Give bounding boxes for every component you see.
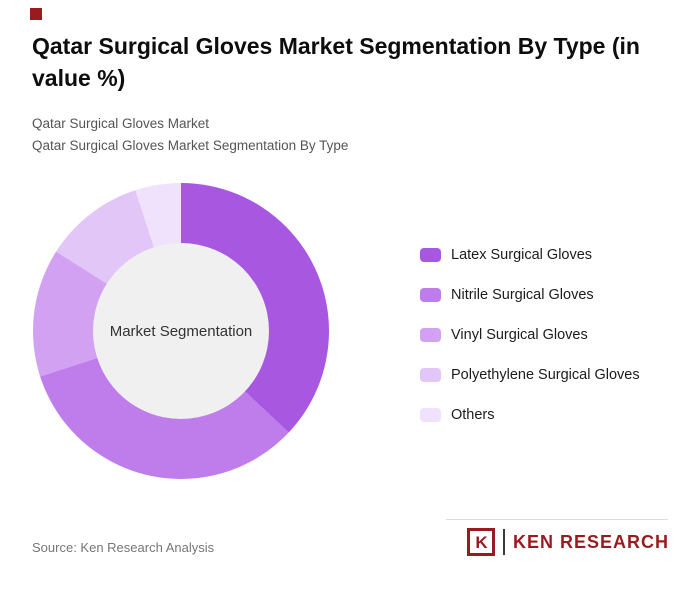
legend-item: Latex Surgical Gloves	[420, 247, 640, 263]
ken-research-logo: K KEN RESEARCH	[467, 528, 669, 556]
legend-swatch	[420, 328, 441, 342]
subtitle-line-2: Qatar Surgical Gloves Market Segmentatio…	[32, 138, 349, 154]
donut-ring: Market Segmentation	[33, 183, 329, 479]
legend-label: Polyethylene Surgical Gloves	[451, 367, 640, 383]
chart-subtitles: Qatar Surgical Gloves Market Qatar Surgi…	[32, 113, 348, 158]
donut-hole: Market Segmentation	[93, 243, 269, 419]
brand-mark-square	[30, 8, 42, 20]
legend-label: Nitrile Surgical Gloves	[451, 287, 594, 303]
legend-swatch	[420, 288, 441, 302]
page-title: Qatar Surgical Gloves Market Segmentatio…	[32, 33, 640, 92]
legend-item: Vinyl Surgical Gloves	[420, 327, 640, 343]
chart-legend: Latex Surgical Gloves Nitrile Surgical Gl…	[420, 247, 640, 423]
legend-swatch	[420, 408, 441, 422]
legend-swatch	[420, 368, 441, 382]
donut-center-label: Market Segmentation	[109, 322, 253, 340]
legend-item: Others	[420, 407, 640, 423]
logo-k-letter: K	[475, 532, 488, 552]
logo-k-mark: K	[467, 528, 496, 556]
legend-label: Others	[451, 407, 495, 423]
legend-swatch	[420, 248, 441, 262]
legend-item: Polyethylene Surgical Gloves	[420, 367, 640, 383]
logo-separator	[503, 529, 505, 555]
legend-label: Vinyl Surgical Gloves	[451, 327, 588, 343]
legend-label: Latex Surgical Gloves	[451, 247, 593, 263]
donut-chart: Market Segmentation	[33, 183, 329, 479]
legend-item: Nitrile Surgical Gloves	[420, 287, 640, 303]
source-text: Source: Ken Research Analysis	[32, 540, 215, 555]
footer-divider	[446, 519, 668, 520]
logo-wordmark: KEN RESEARCH	[512, 531, 669, 552]
subtitle-line-1: Qatar Surgical Gloves Market	[32, 116, 210, 131]
